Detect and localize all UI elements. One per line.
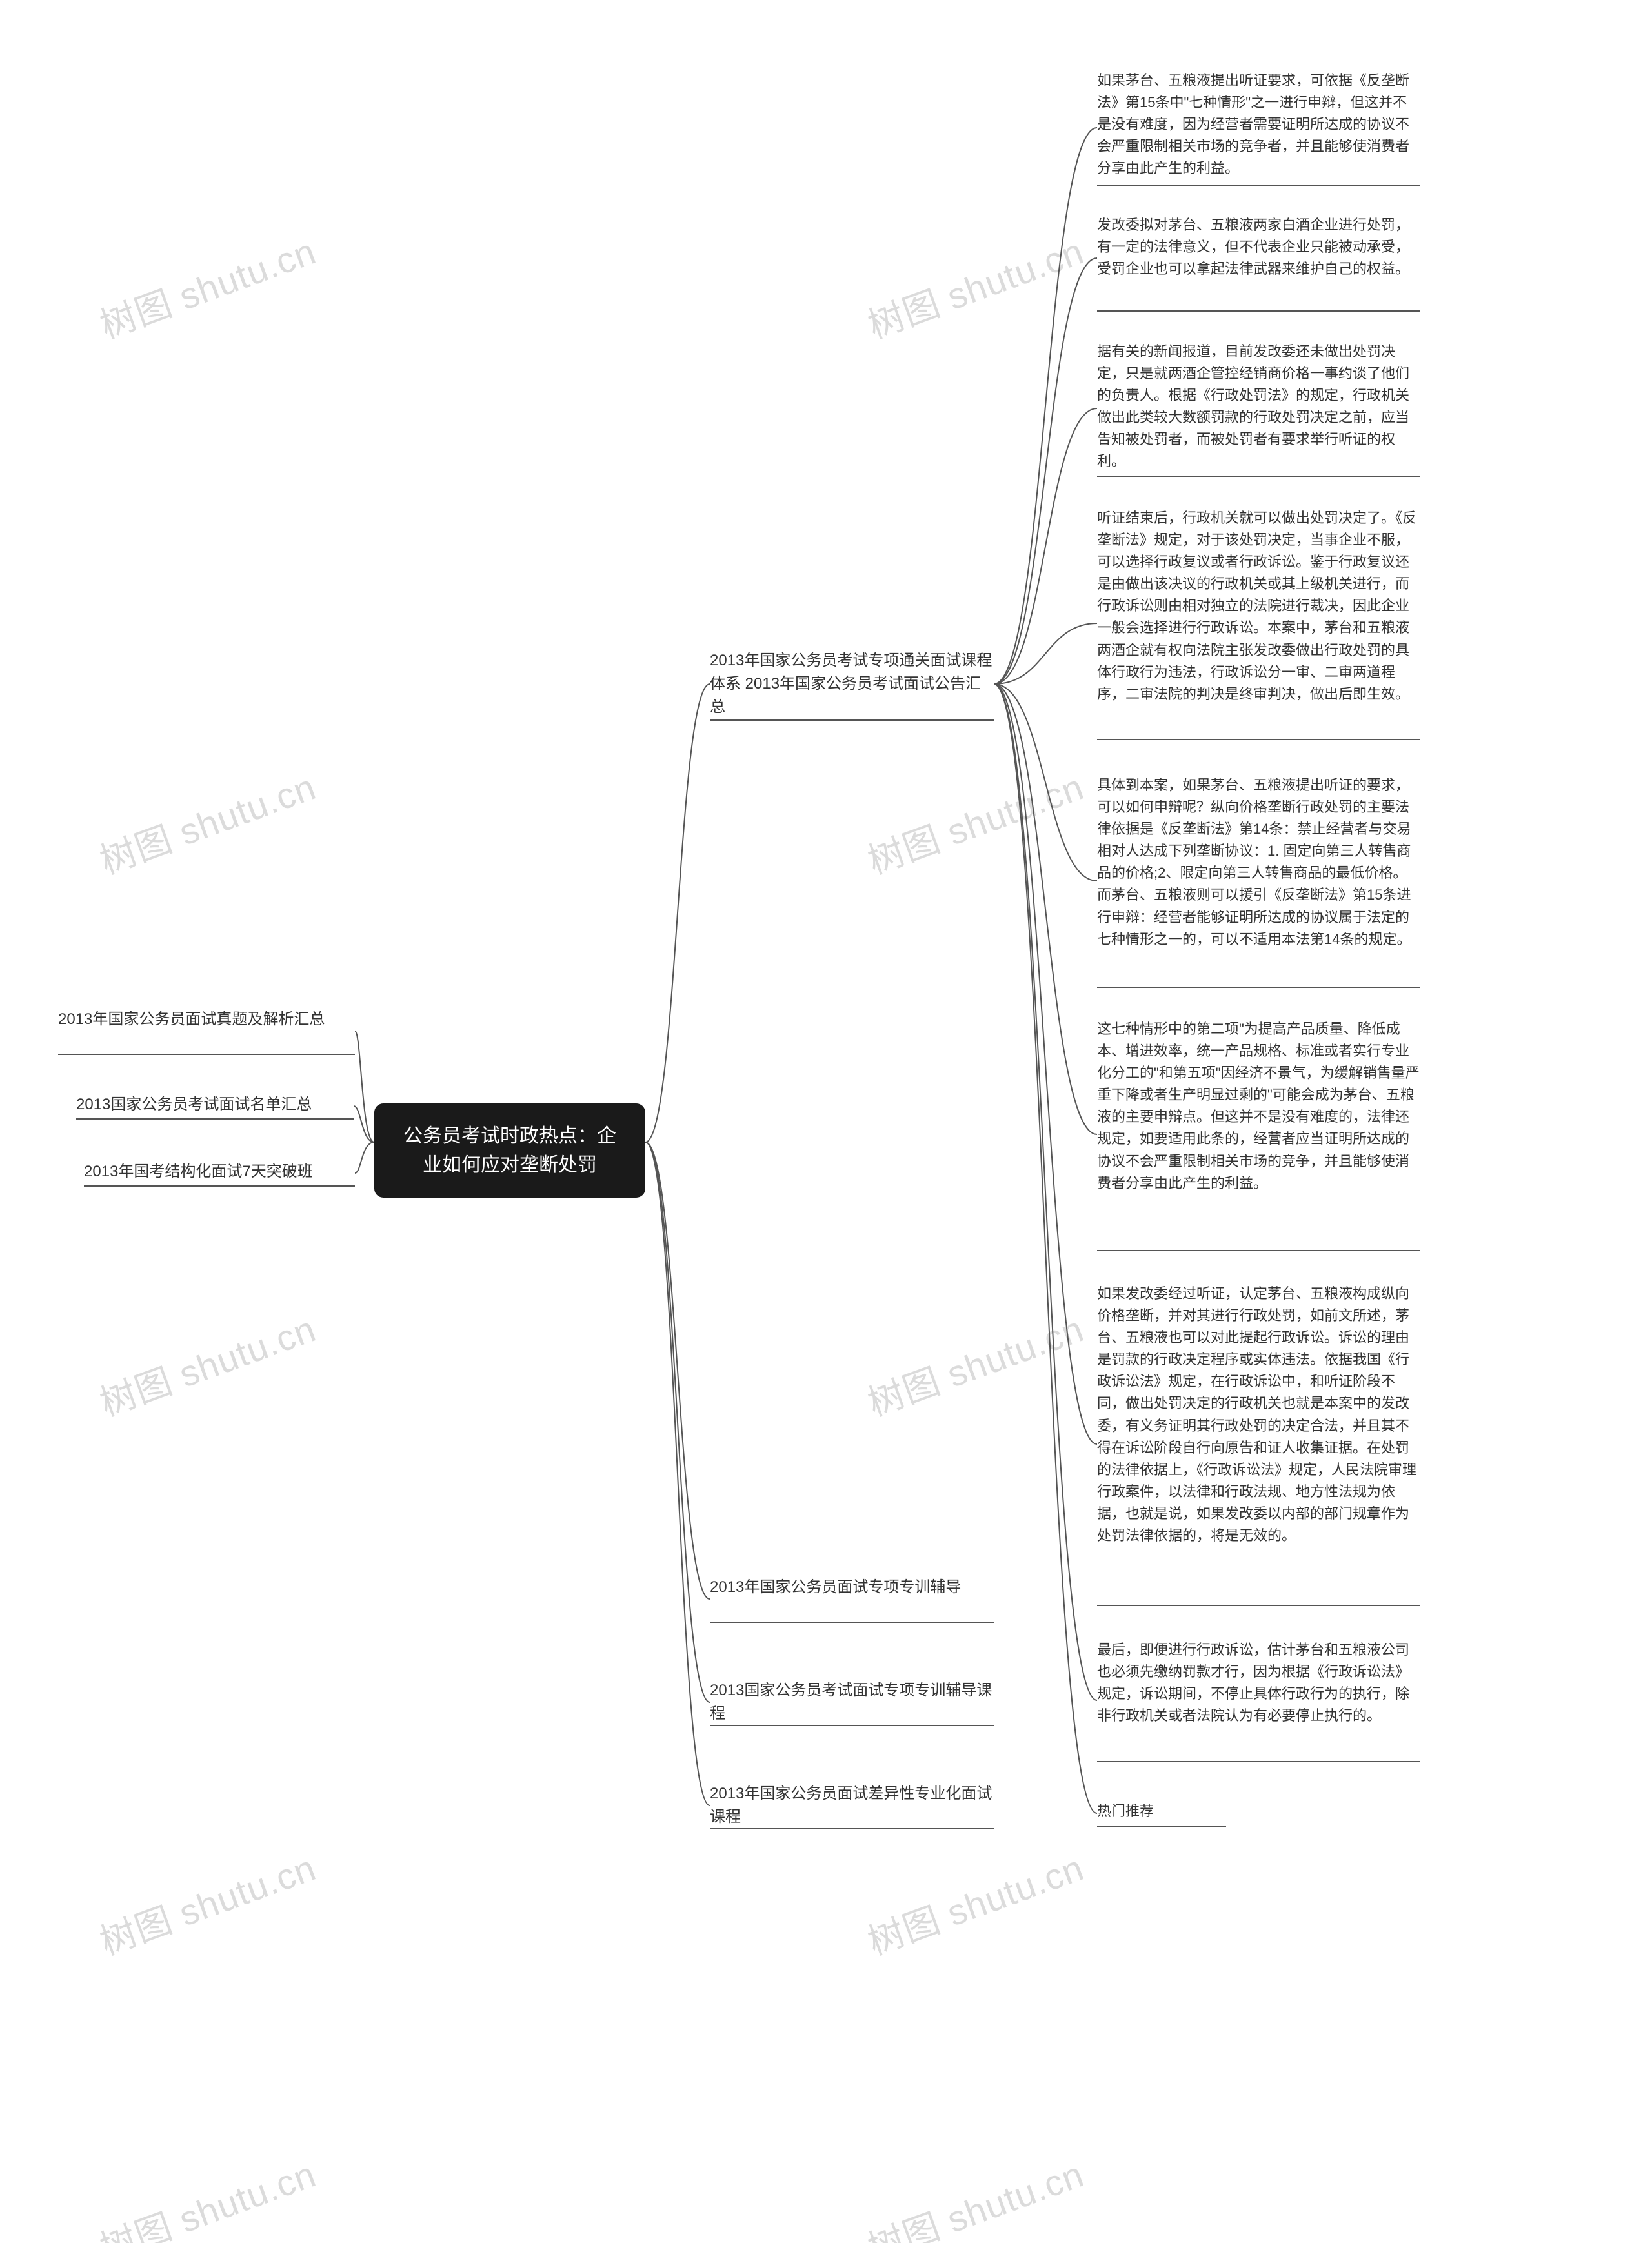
watermark: 树图 shutu.cn — [92, 223, 322, 349]
left-node-l3[interactable]: 2013年国考结构化面试7天突破班 — [84, 1160, 355, 1183]
node-label: 具体到本案，如果茅台、五粮液提出听证的要求，可以如何申辩呢？纵向价格垄断行政处罚… — [1097, 777, 1411, 947]
node-label: 2013国家公务员考试面试专项专训辅导课程 — [710, 1682, 992, 1722]
node-label: 2013年国家公务员面试真题及解析汇总 — [58, 1011, 325, 1028]
leaf-node-r1e[interactable]: 具体到本案，如果茅台、五粮液提出听证的要求，可以如何申辩呢？纵向价格垄断行政处罚… — [1097, 774, 1420, 951]
left-node-l1[interactable]: 2013年国家公务员面试真题及解析汇总 — [58, 1008, 355, 1031]
node-label: 最后，即便进行行政诉讼，估计茅台和五粮液公司也必须先缴纳罚款才行，因为根据《行政… — [1097, 1642, 1409, 1724]
leaf-node-r1g[interactable]: 如果发改委经过听证，认定茅台、五粮液构成纵向价格垄断，并对其进行行政处罚，如前文… — [1097, 1283, 1420, 1547]
watermark: 树图 shutu.cn — [92, 1839, 322, 1966]
right-node-r1[interactable]: 2013年国家公务员考试专项通关面试课程体系 2013年国家公务员考试面试公告汇… — [710, 649, 994, 719]
leaf-node-r1d[interactable]: 听证结束后，行政机关就可以做出处罚决定了。《反垄断法》规定，对于该处罚决定，当事… — [1097, 507, 1420, 705]
root-text-line2: 业如何应对垄断处罚 — [423, 1154, 597, 1176]
node-label: 如果茅台、五粮液提出听证要求，可依据《反垄断法》第15条中"七种情形"之一进行申… — [1097, 72, 1409, 176]
leaf-node-r1h[interactable]: 最后，即便进行行政诉讼，估计茅台和五粮液公司也必须先缴纳罚款才行，因为根据《行政… — [1097, 1639, 1420, 1727]
node-label: 据有关的新闻报道，目前发改委还未做出处罚决定，只是就两酒企管控经销商价格一事约谈… — [1097, 343, 1409, 469]
leaf-node-r1c[interactable]: 据有关的新闻报道，目前发改委还未做出处罚决定，只是就两酒企管控经销商价格一事约谈… — [1097, 341, 1420, 473]
watermark: 树图 shutu.cn — [92, 2146, 322, 2243]
right-node-r2[interactable]: 2013年国家公务员面试专项专训辅导 — [710, 1576, 994, 1599]
watermark: 树图 shutu.cn — [860, 758, 1090, 885]
watermark: 树图 shutu.cn — [860, 223, 1090, 349]
watermark: 树图 shutu.cn — [860, 1839, 1090, 1966]
node-label: 2013国家公务员考试面试名单汇总 — [76, 1096, 312, 1113]
leaf-node-r1b[interactable]: 发改委拟对茅台、五粮液两家白酒企业进行处罚，有一定的法律意义，但不代表企业只能被… — [1097, 214, 1420, 280]
root-node[interactable]: 公务员考试时政热点：企 业如何应对垄断处罚 — [374, 1103, 645, 1198]
node-label: 发改委拟对茅台、五粮液两家白酒企业进行处罚，有一定的法律意义，但不代表企业只能被… — [1097, 217, 1409, 277]
node-label: 2013年国家公务员面试专项专训辅导 — [710, 1578, 961, 1596]
left-node-l2[interactable]: 2013国家公务员考试面试名单汇总 — [76, 1093, 354, 1116]
watermark: 树图 shutu.cn — [860, 2146, 1090, 2243]
leaf-node-r1f[interactable]: 这七种情形中的第二项"为提高产品质量、降低成本、增进效率，统一产品规格、标准或者… — [1097, 1018, 1420, 1194]
node-label: 热门推荐 — [1097, 1803, 1154, 1819]
right-node-r3[interactable]: 2013国家公务员考试面试专项专训辅导课程 — [710, 1679, 994, 1725]
watermark: 树图 shutu.cn — [860, 1300, 1090, 1427]
node-label: 2013年国家公务员面试差异性专业化面试课程 — [710, 1785, 992, 1826]
right-node-r4[interactable]: 2013年国家公务员面试差异性专业化面试课程 — [710, 1782, 994, 1829]
node-label: 2013年国考结构化面试7天突破班 — [84, 1163, 313, 1180]
root-text-line1: 公务员考试时政热点：企 — [403, 1125, 616, 1147]
node-label: 听证结束后，行政机关就可以做出处罚决定了。《反垄断法》规定，对于该处罚决定，当事… — [1097, 510, 1416, 702]
node-label: 2013年国家公务员考试专项通关面试课程体系 2013年国家公务员考试面试公告汇… — [710, 652, 992, 716]
watermark: 树图 shutu.cn — [92, 758, 322, 885]
leaf-node-r1a[interactable]: 如果茅台、五粮液提出听证要求，可依据《反垄断法》第15条中"七种情形"之一进行申… — [1097, 70, 1420, 179]
node-label: 如果发改委经过听证，认定茅台、五粮液构成纵向价格垄断，并对其进行行政处罚，如前文… — [1097, 1285, 1416, 1544]
node-label: 这七种情形中的第二项"为提高产品质量、降低成本、增进效率，统一产品规格、标准或者… — [1097, 1021, 1420, 1191]
watermark: 树图 shutu.cn — [92, 1300, 322, 1427]
leaf-node-r1i[interactable]: 热门推荐 — [1097, 1800, 1226, 1822]
